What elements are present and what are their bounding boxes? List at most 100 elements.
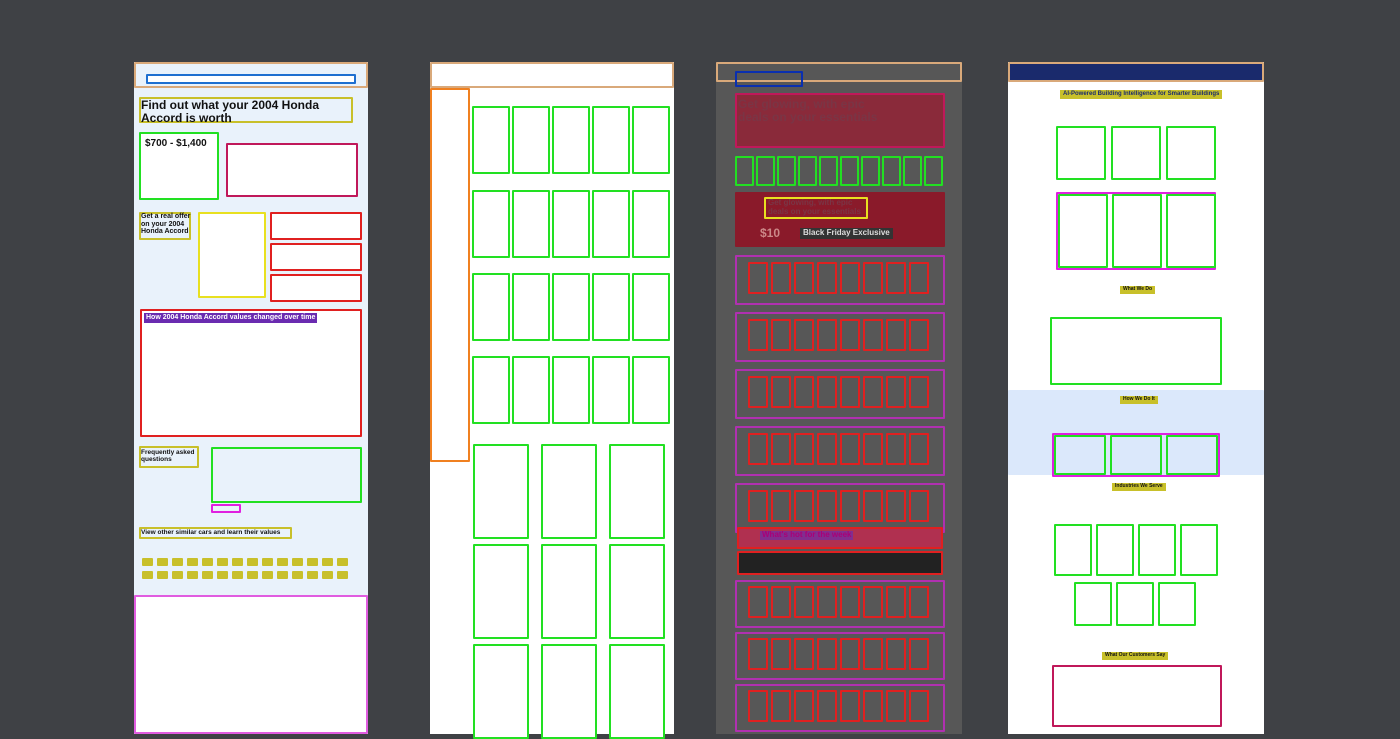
product-item-box [748, 433, 768, 465]
product-item-box [886, 319, 906, 351]
filter-sidebar-box [430, 88, 470, 462]
product-row-box [735, 632, 945, 680]
how-cards-box [1052, 433, 1220, 477]
product-item-box [794, 586, 814, 618]
product-card-box [552, 356, 590, 424]
similar-cars-heading: View other similar cars and learn their … [141, 529, 281, 536]
offer-option-box [270, 243, 362, 271]
product-item-box [840, 490, 860, 522]
product-item-box [817, 638, 837, 670]
product-item-box [909, 586, 929, 618]
offer-option-box [270, 274, 362, 302]
product-item-box [886, 490, 906, 522]
similar-car-link [157, 571, 168, 579]
category-tile-box [882, 156, 901, 186]
search-input-box [146, 74, 356, 84]
category-tile-box [756, 156, 775, 186]
similar-car-link [277, 571, 288, 579]
product-item-box [909, 638, 929, 670]
product-item-box [886, 433, 906, 465]
car-page-title: Find out what your 2004 Honda Accord is … [141, 98, 320, 126]
case-study-card-box [1112, 194, 1162, 268]
promo-price: $10 [760, 226, 781, 240]
product-tile-box [609, 644, 665, 739]
similar-car-link [157, 558, 168, 566]
industry-card-box [1096, 524, 1134, 576]
product-card-box [512, 106, 550, 174]
similar-car-link [142, 558, 153, 566]
product-card-box [472, 190, 510, 258]
product-item-box [886, 376, 906, 408]
show-more-box [211, 504, 241, 513]
faq-heading-box [139, 446, 199, 468]
similar-car-link [247, 571, 258, 579]
category-tile-box [735, 156, 754, 186]
similar-car-link [217, 571, 228, 579]
product-item-box [771, 638, 791, 670]
product-item-box [840, 433, 860, 465]
product-item-box [909, 262, 929, 294]
category-tile-box [924, 156, 943, 186]
similar-car-link [292, 558, 303, 566]
product-item-box [909, 319, 929, 351]
product-card-box [632, 190, 670, 258]
product-item-box [794, 433, 814, 465]
product-row-box [735, 580, 945, 628]
product-item-box [817, 433, 837, 465]
product-card-box [592, 356, 630, 424]
similar-car-link [187, 571, 198, 579]
similar-car-link [247, 558, 258, 566]
industry-card-box [1116, 582, 1154, 626]
product-item-box [794, 690, 814, 722]
product-item-box [771, 433, 791, 465]
product-item-box [794, 262, 814, 294]
footer-box [134, 595, 368, 734]
how-card-box [1110, 435, 1162, 475]
similar-car-link [202, 571, 213, 579]
product-card-box [552, 190, 590, 258]
product-tile-box [473, 544, 529, 639]
product-item-box [771, 586, 791, 618]
category-tile-box [861, 156, 880, 186]
product-item-box [794, 376, 814, 408]
case-study-card-box [1166, 194, 1216, 268]
similar-car-link [232, 558, 243, 566]
product-item-box [909, 690, 929, 722]
feature-card-box [1166, 126, 1216, 180]
product-item-box [817, 376, 837, 408]
beauty-promo-text: Get glowing, with epic deals on your ess… [768, 198, 861, 216]
industry-card-box [1138, 524, 1176, 576]
product-tile-box [609, 444, 665, 539]
similar-car-link [277, 558, 288, 566]
product-item-box [863, 638, 883, 670]
product-tile-box [541, 544, 597, 639]
how-card-box [1054, 435, 1106, 475]
product-card-box [632, 273, 670, 341]
product-item-box [863, 376, 883, 408]
similar-car-link [292, 571, 303, 579]
product-item-box [748, 638, 768, 670]
similar-car-link [322, 571, 333, 579]
product-item-box [771, 690, 791, 722]
product-item-box [817, 690, 837, 722]
title-box [139, 97, 353, 123]
product-tile-box [541, 644, 597, 739]
category-tile-box [903, 156, 922, 186]
deal-banner-box [737, 551, 943, 575]
product-item-box [748, 690, 768, 722]
product-tile-box [473, 444, 529, 539]
product-item-box [840, 690, 860, 722]
product-item-box [840, 376, 860, 408]
product-tile-box [541, 444, 597, 539]
product-item-box [863, 262, 883, 294]
product-card-box [552, 106, 590, 174]
industry-card-box [1074, 582, 1112, 626]
product-item-box [886, 638, 906, 670]
product-row-box [735, 426, 945, 476]
category-tile-box [840, 156, 859, 186]
product-item-box [886, 690, 906, 722]
product-item-box [886, 586, 906, 618]
similar-car-link [187, 558, 198, 566]
offer-heading-box [139, 212, 191, 240]
product-item-box [840, 262, 860, 294]
